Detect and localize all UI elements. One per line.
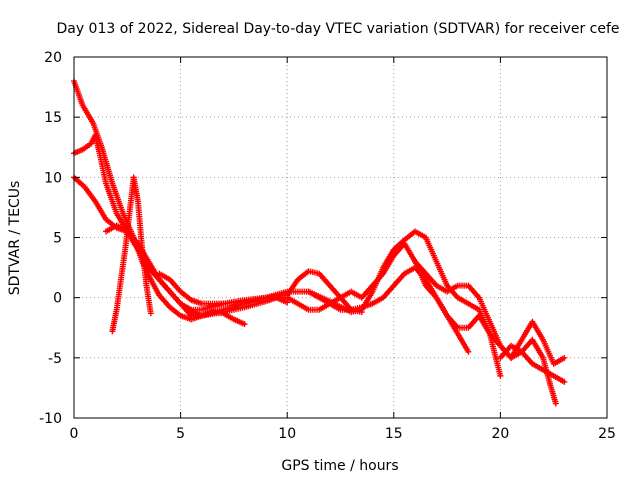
y-tick-label: 20 [44, 50, 62, 66]
x-tick-label: 15 [385, 426, 403, 442]
y-tick-label: -5 [48, 351, 62, 367]
chart-title: Day 013 of 2022, Sidereal Day-to-day VTE… [56, 21, 619, 37]
sat-track-8 [412, 258, 568, 367]
data-point [561, 354, 568, 361]
x-tick-label: 5 [176, 426, 185, 442]
data-points [71, 78, 568, 407]
y-tick-label: 5 [53, 231, 62, 247]
axis-ticks: 0 5 10 15 20 25 -10 -5 0 5 10 15 20 [39, 50, 616, 442]
x-tick-label: 10 [278, 426, 296, 442]
y-tick-label: 10 [44, 170, 62, 186]
sat-track-9 [497, 336, 559, 407]
data-point [465, 348, 472, 355]
y-tick-label: -10 [39, 411, 62, 427]
x-tick-label: 20 [491, 426, 509, 442]
data-point [561, 378, 568, 385]
grid-lines [74, 57, 607, 418]
x-axis-label: GPS time / hours [281, 458, 398, 474]
data-point [241, 321, 248, 328]
y-tick-label: 0 [53, 291, 62, 307]
y-tick-label: 15 [44, 110, 62, 126]
plot-frame [73, 56, 608, 419]
data-point [497, 372, 504, 379]
x-tick-label: 0 [70, 426, 79, 442]
y-axis-label: SDTVAR / TECUs [7, 181, 23, 296]
data-point [147, 310, 154, 317]
data-point [552, 400, 559, 407]
x-tick-label: 25 [598, 426, 616, 442]
